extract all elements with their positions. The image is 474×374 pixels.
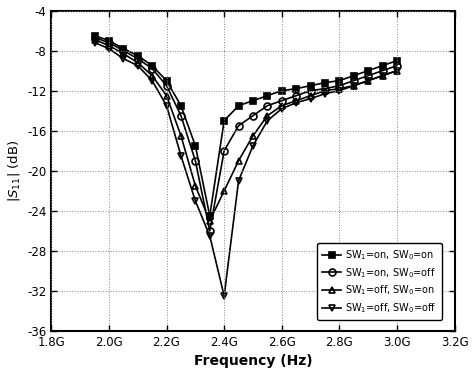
SW$_1$=on, SW$_0$=on — [236, 104, 241, 108]
SW$_1$=on, SW$_0$=on — [149, 63, 155, 68]
SW$_1$=off, SW$_0$=off — [351, 83, 356, 88]
SW$_1$=off, SW$_0$=off — [106, 46, 112, 51]
SW$_1$=on, SW$_0$=on — [178, 104, 184, 108]
SW$_1$=off, SW$_0$=on — [337, 86, 342, 91]
SW$_1$=off, SW$_0$=off — [308, 96, 313, 101]
SW$_1$=on, SW$_0$=on — [380, 63, 385, 68]
SW$_1$=off, SW$_0$=on — [120, 51, 126, 56]
SW$_1$=off, SW$_0$=on — [236, 159, 241, 163]
SW$_1$=off, SW$_0$=on — [178, 134, 184, 138]
SW$_1$=off, SW$_0$=off — [91, 40, 97, 45]
Line: SW$_1$=on, SW$_0$=off: SW$_1$=on, SW$_0$=off — [91, 34, 401, 234]
SW$_1$=off, SW$_0$=off — [322, 91, 328, 96]
SW$_1$=off, SW$_0$=off — [164, 104, 169, 108]
SW$_1$=off, SW$_0$=on — [279, 104, 284, 108]
SW$_1$=on, SW$_0$=on — [351, 73, 356, 78]
Y-axis label: $|S_{11}|$ (dB): $|S_{11}|$ (dB) — [6, 140, 21, 202]
SW$_1$=on, SW$_0$=on — [91, 33, 97, 38]
SW$_1$=off, SW$_0$=on — [380, 73, 385, 78]
X-axis label: Frequency (Hz): Frequency (Hz) — [194, 355, 312, 368]
SW$_1$=on, SW$_0$=on — [264, 94, 270, 98]
Line: SW$_1$=on, SW$_0$=on: SW$_1$=on, SW$_0$=on — [91, 32, 401, 219]
SW$_1$=off, SW$_0$=off — [178, 153, 184, 158]
Line: SW$_1$=off, SW$_0$=on: SW$_1$=off, SW$_0$=on — [91, 36, 401, 224]
SW$_1$=on, SW$_0$=off — [365, 73, 371, 78]
SW$_1$=on, SW$_0$=on — [365, 68, 371, 73]
SW$_1$=on, SW$_0$=off — [394, 63, 400, 68]
SW$_1$=on, SW$_0$=off — [120, 48, 126, 53]
SW$_1$=off, SW$_0$=on — [351, 83, 356, 88]
SW$_1$=on, SW$_0$=off — [106, 40, 112, 45]
SW$_1$=on, SW$_0$=off — [308, 88, 313, 93]
SW$_1$=on, SW$_0$=off — [322, 86, 328, 91]
SW$_1$=on, SW$_0$=on — [106, 39, 112, 43]
SW$_1$=on, SW$_0$=off — [236, 123, 241, 128]
SW$_1$=off, SW$_0$=on — [221, 188, 227, 193]
SW$_1$=off, SW$_0$=off — [221, 294, 227, 298]
SW$_1$=on, SW$_0$=off — [164, 83, 169, 88]
SW$_1$=on, SW$_0$=on — [135, 53, 141, 58]
SW$_1$=on, SW$_0$=off — [91, 36, 97, 40]
Line: SW$_1$=off, SW$_0$=off: SW$_1$=off, SW$_0$=off — [91, 39, 401, 300]
SW$_1$=off, SW$_0$=on — [250, 134, 256, 138]
SW$_1$=off, SW$_0$=off — [394, 68, 400, 73]
SW$_1$=off, SW$_0$=off — [236, 178, 241, 183]
SW$_1$=on, SW$_0$=off — [135, 56, 141, 61]
SW$_1$=on, SW$_0$=on — [337, 79, 342, 83]
SW$_1$=on, SW$_0$=on — [120, 46, 126, 51]
SW$_1$=on, SW$_0$=off — [351, 79, 356, 83]
SW$_1$=on, SW$_0$=on — [164, 79, 169, 83]
SW$_1$=off, SW$_0$=on — [149, 73, 155, 78]
Legend: SW$_1$=on, SW$_0$=on, SW$_1$=on, SW$_0$=off, SW$_1$=off, SW$_0$=on, SW$_1$=off, : SW$_1$=on, SW$_0$=on, SW$_1$=on, SW$_0$=… — [317, 243, 442, 320]
SW$_1$=on, SW$_0$=on — [250, 98, 256, 103]
SW$_1$=on, SW$_0$=off — [380, 68, 385, 73]
SW$_1$=on, SW$_0$=off — [178, 113, 184, 118]
SW$_1$=on, SW$_0$=on — [308, 83, 313, 88]
SW$_1$=off, SW$_0$=on — [192, 184, 198, 188]
SW$_1$=on, SW$_0$=off — [192, 159, 198, 163]
SW$_1$=off, SW$_0$=off — [264, 119, 270, 123]
SW$_1$=on, SW$_0$=off — [264, 104, 270, 108]
SW$_1$=off, SW$_0$=on — [135, 60, 141, 65]
SW$_1$=off, SW$_0$=off — [380, 73, 385, 78]
SW$_1$=on, SW$_0$=off — [337, 83, 342, 88]
SW$_1$=off, SW$_0$=on — [91, 37, 97, 42]
SW$_1$=on, SW$_0$=off — [221, 148, 227, 153]
SW$_1$=on, SW$_0$=on — [322, 80, 328, 85]
SW$_1$=off, SW$_0$=on — [308, 94, 313, 98]
SW$_1$=off, SW$_0$=off — [149, 79, 155, 83]
SW$_1$=off, SW$_0$=off — [120, 56, 126, 61]
SW$_1$=off, SW$_0$=off — [207, 234, 213, 238]
SW$_1$=on, SW$_0$=on — [279, 88, 284, 93]
SW$_1$=off, SW$_0$=on — [207, 219, 213, 223]
SW$_1$=off, SW$_0$=on — [322, 88, 328, 93]
SW$_1$=on, SW$_0$=off — [207, 229, 213, 233]
SW$_1$=on, SW$_0$=on — [293, 86, 299, 91]
SW$_1$=on, SW$_0$=off — [250, 113, 256, 118]
SW$_1$=off, SW$_0$=off — [250, 144, 256, 148]
SW$_1$=off, SW$_0$=off — [293, 101, 299, 105]
SW$_1$=off, SW$_0$=off — [135, 63, 141, 68]
SW$_1$=off, SW$_0$=off — [337, 88, 342, 93]
SW$_1$=off, SW$_0$=off — [192, 199, 198, 203]
SW$_1$=off, SW$_0$=on — [293, 98, 299, 103]
SW$_1$=on, SW$_0$=on — [207, 214, 213, 218]
SW$_1$=off, SW$_0$=on — [264, 113, 270, 118]
SW$_1$=off, SW$_0$=on — [164, 94, 169, 98]
SW$_1$=off, SW$_0$=on — [106, 43, 112, 48]
SW$_1$=on, SW$_0$=on — [192, 144, 198, 148]
SW$_1$=off, SW$_0$=off — [279, 107, 284, 111]
SW$_1$=on, SW$_0$=on — [394, 58, 400, 63]
SW$_1$=on, SW$_0$=off — [293, 94, 299, 98]
SW$_1$=off, SW$_0$=on — [394, 68, 400, 73]
SW$_1$=on, SW$_0$=off — [279, 98, 284, 103]
SW$_1$=off, SW$_0$=on — [365, 79, 371, 83]
SW$_1$=off, SW$_0$=off — [365, 79, 371, 83]
SW$_1$=on, SW$_0$=on — [221, 119, 227, 123]
SW$_1$=on, SW$_0$=off — [149, 67, 155, 71]
